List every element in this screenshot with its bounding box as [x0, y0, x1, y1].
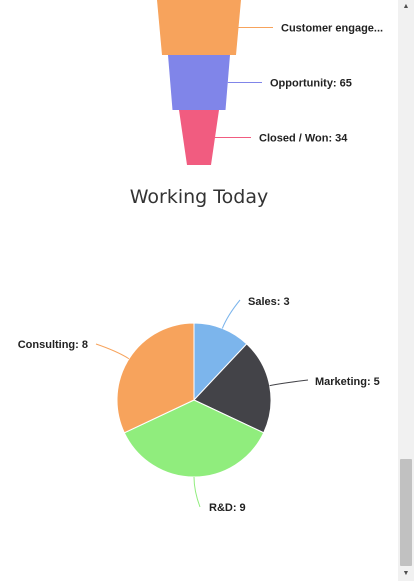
pie-connector-3 — [193, 476, 201, 508]
scrollbar-thumb[interactable] — [400, 459, 412, 566]
pie-connector-1 — [221, 299, 241, 329]
pie-label-consulting: Consulting: 8 — [18, 339, 88, 351]
funnel-label-3: Closed / Won: 34 — [259, 133, 348, 145]
funnel-segment-1[interactable] — [157, 0, 241, 55]
scroll-up-icon[interactable]: ▲ — [402, 3, 410, 10]
vertical-scrollbar[interactable]: ▲ ▼ — [398, 0, 414, 581]
pie-label-marketing: Marketing: 5 — [315, 376, 380, 388]
chart-viewport: Customer engage... Opportunity: 65 Closed … — [18, 0, 383, 514]
funnel-label-2: Opportunity: 65 — [270, 78, 352, 90]
pie-label-r-d: R&D: 9 — [209, 502, 246, 514]
pie-connector-4 — [95, 343, 130, 360]
funnel-segment-3[interactable] — [179, 110, 219, 165]
pie-label-sales: Sales: 3 — [248, 296, 290, 308]
funnel-chart: Customer engage... Opportunity: 65 Closed … — [157, 0, 383, 165]
pie-chart-title: Working Today — [129, 186, 269, 208]
pie-connector-2 — [269, 379, 309, 387]
scroll-down-icon[interactable]: ▼ — [402, 570, 410, 577]
pie-chart: Sales: 3 Marketing: 5 R&D: 9 Consulting: 8 — [18, 296, 380, 514]
funnel-label-1: Customer engage... — [281, 23, 383, 35]
funnel-segment-2[interactable] — [168, 55, 230, 110]
